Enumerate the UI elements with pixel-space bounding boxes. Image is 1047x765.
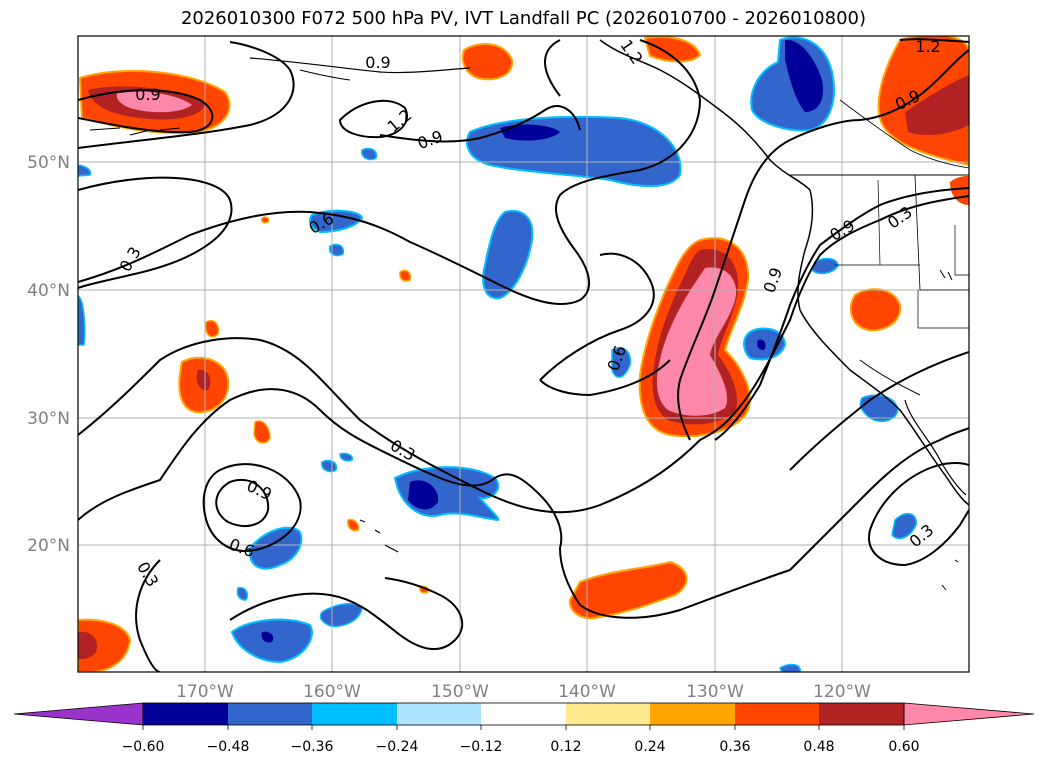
colorbar-tick-label: 0.60 [888,739,919,755]
map-frame [77,35,970,673]
longitude-labels: 170°W 160°W 150°W 140°W 130°W 120°W [176,682,871,702]
colorbar-tick-label: 0.36 [719,739,750,755]
colorbar: −0.60 −0.48 −0.36 −0.24 −0.12 0.12 0.24 … [13,702,1035,755]
lon-label: 120°W [813,682,871,702]
lon-label: 150°W [431,682,489,702]
pv-contours [78,38,969,672]
colorbar-segment [650,703,735,725]
colorbar-tick-label: −0.48 [207,739,250,755]
lat-label: 50°N [27,153,70,173]
lon-label: 160°W [303,682,361,702]
colorbar-tick-label: −0.36 [291,739,334,755]
colorbar-extend-max [903,702,1035,726]
colorbar-tick-label: −0.12 [460,739,503,755]
contour-label: 1.2 [915,37,940,56]
colorbar-segment [143,703,228,725]
contour-label: 0.9 [135,85,160,104]
lon-label: 130°W [686,682,744,702]
colorbar-tick-label: 0.12 [550,739,581,755]
colorbar-segment [228,703,312,725]
contour-label: 0.9 [365,53,390,72]
latitude-labels: 50°N 40°N 30°N 20°N [27,153,70,556]
lon-label: 170°W [176,682,234,702]
lon-label: 140°W [558,682,616,702]
colorbar-segment [312,703,397,725]
lat-label: 20°N [27,536,70,556]
colorbar-tick-label: −0.60 [122,739,165,755]
colorbar-tick-label: 0.48 [803,739,834,755]
colorbar-segment [735,703,819,725]
colorbar-tick-label: −0.24 [376,739,419,755]
graticule [78,36,969,672]
positive-anomaly-regions [78,36,969,672]
negative-anomaly-regions [78,36,917,672]
coastlines [89,39,969,591]
colorbar-tick-label: 0.24 [634,739,665,755]
lat-label: 40°N [27,281,70,301]
colorbar-segment [397,703,481,725]
map-area: 0.9 1.2 0.9 0.9 1.2 0.9 0.6 0.3 0.3 0.9 … [78,36,969,672]
lat-label: 30°N [27,409,70,429]
colorbar-segment [481,703,566,725]
colorbar-segment [819,703,904,725]
colorbar-segment [566,703,650,725]
chart-title: 2026010300 F072 500 hPa PV, IVT Landfall… [180,8,867,29]
colorbar-extend-min [13,702,144,726]
